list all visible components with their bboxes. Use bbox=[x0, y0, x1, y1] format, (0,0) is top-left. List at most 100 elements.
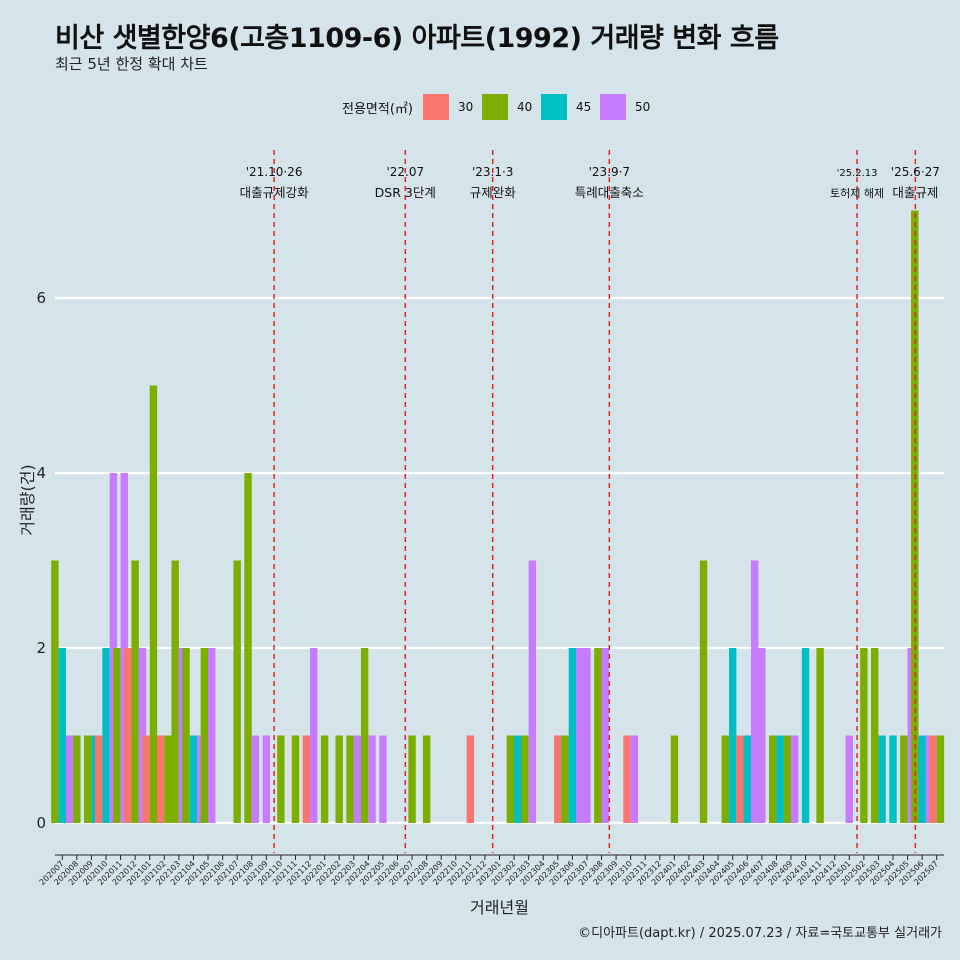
legend-swatch bbox=[540, 94, 567, 120]
bar-202105-50 bbox=[208, 648, 216, 823]
bar-202107-40 bbox=[233, 560, 241, 823]
legend-item-50: 50 bbox=[599, 94, 651, 120]
event-label: 대출규제 bbox=[892, 185, 938, 200]
chart-title: 비산 샛별한양6(고층1109-6) 아파트(1992) 거래량 변화 흐름 bbox=[55, 23, 779, 54]
bar-202405-40 bbox=[721, 735, 729, 823]
legend-item-45: 45 bbox=[540, 94, 592, 120]
bar-202409-50 bbox=[790, 735, 799, 823]
bar-202108-50 bbox=[251, 735, 260, 823]
bar-202012-40 bbox=[131, 560, 139, 823]
bar-202401-40 bbox=[670, 735, 679, 823]
event-date-label: '23.1·3 bbox=[472, 165, 513, 179]
bar-202506-40 bbox=[911, 210, 919, 823]
event-label: DSR 3단계 bbox=[375, 185, 436, 200]
bar-202306-40 bbox=[561, 735, 569, 823]
bar-202008-40 bbox=[73, 735, 81, 823]
bar-202505-40 bbox=[900, 735, 908, 823]
bar-202408-45 bbox=[776, 735, 784, 823]
legend-item-30: 30 bbox=[422, 94, 474, 120]
bar-202007-40 bbox=[51, 560, 59, 823]
y-tick-label: 0 bbox=[36, 814, 46, 832]
bar-202007-45 bbox=[58, 648, 66, 823]
bar-202102-40 bbox=[164, 735, 172, 823]
bar-202409-40 bbox=[783, 735, 791, 823]
bar-202306-45 bbox=[568, 648, 577, 823]
bar-202104-40 bbox=[182, 648, 190, 823]
legend-item-40: 40 bbox=[481, 94, 533, 120]
bar-202102-30 bbox=[156, 735, 165, 823]
bar-202406-45 bbox=[743, 735, 751, 823]
event-date-label: '21.10·26 bbox=[246, 165, 303, 179]
event-label: 대출규제강화 bbox=[240, 185, 310, 200]
bar-202410-45 bbox=[801, 648, 810, 823]
bar-202310-30 bbox=[623, 735, 631, 823]
bar-202308-50 bbox=[601, 648, 609, 823]
bar-202103-40 bbox=[171, 560, 179, 823]
bar-202503-40 bbox=[871, 648, 879, 823]
bar-202112-50 bbox=[310, 648, 318, 823]
legend-label: 50 bbox=[634, 100, 651, 114]
bar-202310-50 bbox=[630, 735, 639, 823]
event-label: 규제완화 bbox=[470, 185, 517, 200]
event-date-label: '25.2.13 bbox=[837, 168, 878, 179]
bar-202207-40 bbox=[408, 735, 416, 823]
bar-202204-50 bbox=[368, 735, 376, 823]
chart-subtitle: 최근 5년 한정 확대 차트 bbox=[55, 55, 208, 73]
bar-202011-40 bbox=[113, 648, 121, 823]
legend-title: 전용면적(㎡) bbox=[342, 101, 413, 117]
bar-202101-40 bbox=[149, 385, 158, 823]
bar-202009-40 bbox=[84, 735, 92, 823]
bar-202104-45 bbox=[189, 735, 198, 823]
event-date-label: '23.9·7 bbox=[589, 165, 630, 179]
bar-202205-50 bbox=[379, 735, 387, 823]
legend: 전용면적(㎡) 30 40 45 50 bbox=[342, 92, 659, 122]
bar-202502-40 bbox=[860, 648, 868, 823]
bar-202010-30 bbox=[94, 735, 103, 823]
legend-swatch bbox=[599, 94, 626, 120]
bar-202204-40 bbox=[360, 648, 369, 823]
bar-202306-50 bbox=[576, 648, 584, 823]
bar-202302-40 bbox=[506, 735, 515, 823]
bar-202501-50 bbox=[845, 735, 853, 823]
bar-202111-40 bbox=[291, 735, 300, 823]
legend-label: 45 bbox=[575, 100, 592, 114]
bar-202101-30 bbox=[142, 735, 150, 823]
x-axis-title: 거래년월 bbox=[470, 898, 529, 917]
bar-202110-40 bbox=[277, 735, 285, 823]
bar-202411-40 bbox=[816, 648, 824, 823]
bar-202109-50 bbox=[262, 735, 271, 823]
event-date-label: '22.07 bbox=[386, 165, 424, 179]
y-tick-label: 2 bbox=[36, 639, 46, 657]
bar-202405-45 bbox=[728, 648, 737, 823]
bar-202202-40 bbox=[335, 735, 343, 823]
bar-202203-40 bbox=[346, 735, 354, 823]
bar-202302-45 bbox=[514, 735, 522, 823]
bar-202507-30 bbox=[929, 735, 937, 823]
bar-202303-50 bbox=[528, 560, 537, 823]
legend-swatch bbox=[422, 94, 449, 120]
bar-202406-50 bbox=[750, 560, 759, 823]
bar-202506-45 bbox=[918, 735, 926, 823]
bar-202504-45 bbox=[889, 735, 897, 823]
bar-202211-30 bbox=[466, 735, 475, 823]
y-tick-label: 6 bbox=[36, 289, 46, 307]
bar-202007-50 bbox=[65, 735, 74, 823]
bar-202503-45 bbox=[878, 735, 886, 823]
bar-202305-30 bbox=[554, 735, 562, 823]
bar-202105-40 bbox=[200, 648, 209, 823]
y-tick-label: 4 bbox=[36, 464, 46, 482]
bar-202108-40 bbox=[244, 473, 252, 823]
bar-202408-40 bbox=[769, 735, 777, 823]
source-caption: ©디아파트(dapt.kr) / 2025.07.23 / 자료=국토교통부 실… bbox=[578, 926, 942, 941]
bar-202303-40 bbox=[521, 735, 529, 823]
bar-202307-50 bbox=[583, 648, 591, 823]
bar-202010-45 bbox=[102, 648, 110, 823]
bar-202403-40 bbox=[699, 560, 708, 823]
bar-202507-40 bbox=[936, 735, 945, 823]
legend-label: 40 bbox=[516, 100, 533, 114]
event-date-label: '25.6·27 bbox=[891, 165, 940, 179]
bar-202112-30 bbox=[302, 735, 311, 823]
bar-202208-40 bbox=[422, 735, 431, 823]
legend-label: 30 bbox=[457, 100, 474, 114]
